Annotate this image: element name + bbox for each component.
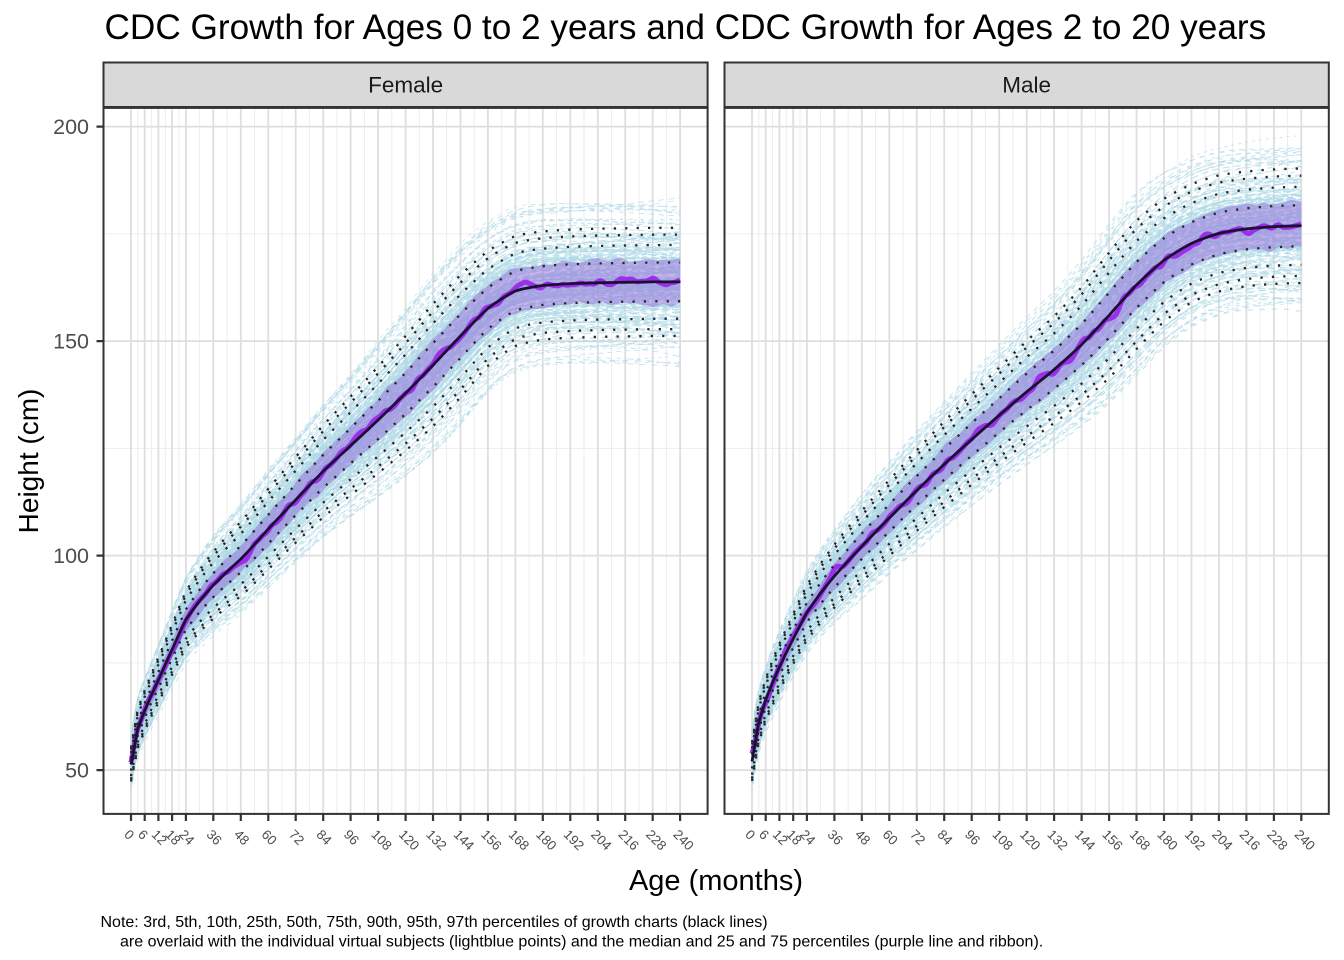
svg-text:Male: Male [1002, 73, 1051, 98]
svg-text:100: 100 [53, 544, 89, 568]
svg-text:150: 150 [53, 330, 89, 354]
svg-text:CDC Growth for Ages 0 to 2 yea: CDC Growth for Ages 0 to 2 years and CDC… [105, 8, 1267, 47]
svg-text:Note: 3rd, 5th, 10th, 25th, 50: Note: 3rd, 5th, 10th, 25th, 50th, 75th, … [101, 914, 768, 931]
svg-text:200: 200 [53, 115, 89, 139]
svg-text:Age (months): Age (months) [629, 865, 803, 897]
svg-text:Female: Female [368, 73, 443, 98]
svg-text:are overlaid with the individu: are overlaid with the individual virtual… [120, 934, 1043, 951]
svg-text:50: 50 [65, 759, 89, 783]
svg-text:Height (cm): Height (cm) [13, 389, 44, 534]
